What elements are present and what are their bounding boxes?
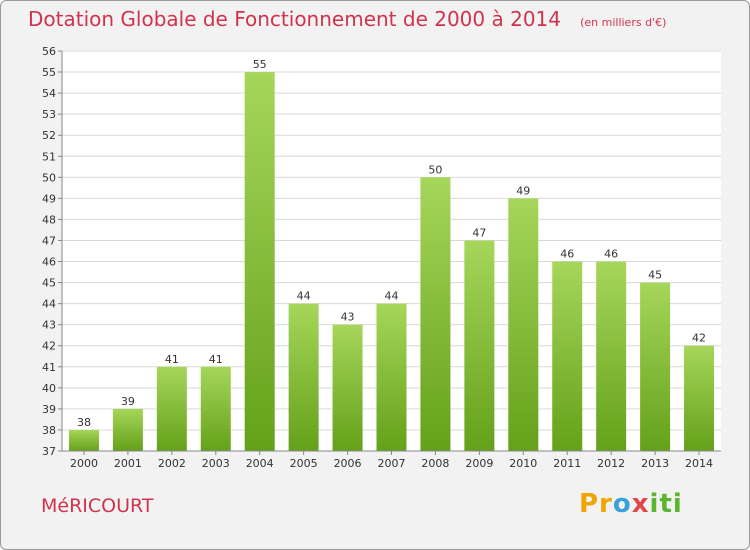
x-tick-label: 2011 xyxy=(553,457,581,470)
data-label: 44 xyxy=(385,290,399,303)
x-tick-label: 2010 xyxy=(509,457,537,470)
bar xyxy=(640,282,671,451)
commune-name: MéRICOURT xyxy=(41,495,154,517)
chart-subtitle: (en milliers d'€) xyxy=(580,16,667,29)
bar xyxy=(596,261,627,451)
y-tick-label: 41 xyxy=(42,361,56,374)
bar xyxy=(288,303,319,451)
bar xyxy=(508,198,539,451)
bar xyxy=(376,303,407,451)
data-label: 44 xyxy=(297,290,311,303)
y-tick-label: 37 xyxy=(42,445,56,458)
y-tick-label: 53 xyxy=(42,108,56,121)
y-tick-label: 44 xyxy=(42,298,56,311)
data-label: 55 xyxy=(253,58,267,71)
x-tick-label: 2005 xyxy=(290,457,318,470)
data-label: 39 xyxy=(121,395,135,408)
y-tick-label: 47 xyxy=(42,234,56,247)
data-label: 41 xyxy=(165,353,179,366)
bar xyxy=(112,408,143,451)
proxiti-logo: Proxiti xyxy=(579,489,683,519)
data-label: 46 xyxy=(560,248,574,261)
bar xyxy=(464,240,495,451)
data-label: 42 xyxy=(692,332,706,345)
y-tick-label: 46 xyxy=(42,256,56,269)
x-tick-label: 2006 xyxy=(334,457,362,470)
y-tick-label: 50 xyxy=(42,171,56,184)
bar xyxy=(552,261,583,451)
y-tick-label: 56 xyxy=(42,45,56,58)
y-tick-label: 48 xyxy=(42,213,56,226)
x-tick-label: 2003 xyxy=(202,457,230,470)
bar xyxy=(156,366,187,451)
x-tick-label: 2004 xyxy=(246,457,274,470)
y-tick-label: 40 xyxy=(42,382,56,395)
data-label: 43 xyxy=(341,311,355,324)
title-block: Dotation Globale de Fonctionnement de 20… xyxy=(28,7,666,31)
y-tick-label: 38 xyxy=(42,424,56,437)
y-tick-label: 52 xyxy=(42,129,56,142)
bar xyxy=(244,72,275,451)
x-tick-label: 2009 xyxy=(465,457,493,470)
x-tick-label: 2001 xyxy=(114,457,142,470)
data-label: 38 xyxy=(77,416,91,429)
bar xyxy=(68,429,99,451)
axes: 37 38 39 40 41 42 43 44 45 46 47 48 49 50 51 52 53 54 55 56… xyxy=(42,45,721,470)
chart-title: Dotation Globale de Fonctionnement de 20… xyxy=(28,7,561,31)
x-tick-label: 2000 xyxy=(70,457,98,470)
bar xyxy=(684,345,715,451)
x-tick-label: 2013 xyxy=(641,457,669,470)
data-label: 47 xyxy=(472,226,486,239)
bar xyxy=(332,324,363,451)
data-label: 50 xyxy=(428,163,442,176)
y-tick-label: 45 xyxy=(42,277,56,290)
bar xyxy=(420,177,451,451)
bar xyxy=(200,366,231,451)
y-tick-label: 39 xyxy=(42,403,56,416)
data-label: 41 xyxy=(209,353,223,366)
y-tick-label: 42 xyxy=(42,340,56,353)
data-label: 46 xyxy=(604,248,618,261)
y-tick-label: 43 xyxy=(42,319,56,332)
y-tick-label: 55 xyxy=(42,66,56,79)
x-tick-label: 2012 xyxy=(597,457,625,470)
y-tick-label: 49 xyxy=(42,192,56,205)
bars: 38 39 41 41 55 44 43 44 50 47 49 46 46 45 42 xyxy=(68,58,715,451)
data-label: 49 xyxy=(516,184,530,197)
y-tick-label: 51 xyxy=(42,150,56,163)
data-label: 45 xyxy=(648,269,662,282)
x-tick-label: 2007 xyxy=(378,457,406,470)
x-tick-label: 2002 xyxy=(158,457,186,470)
y-tick-label: 54 xyxy=(42,87,56,100)
x-tick-label: 2008 xyxy=(421,457,449,470)
x-tick-label: 2014 xyxy=(685,457,713,470)
